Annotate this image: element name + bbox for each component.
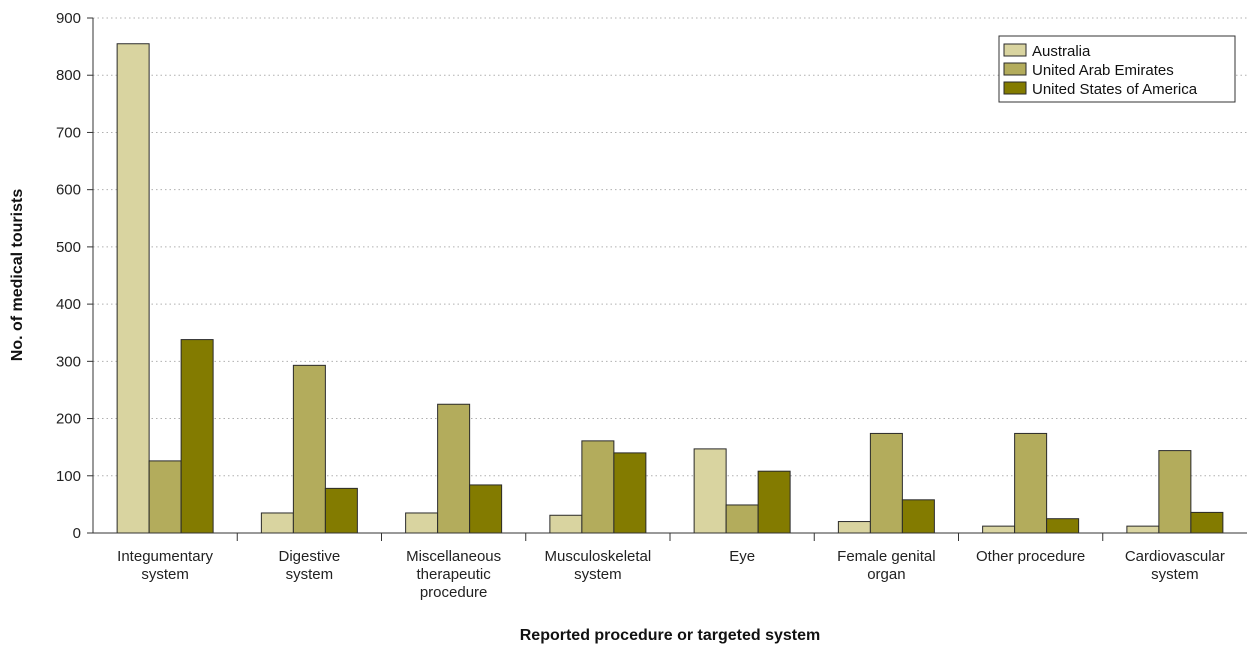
legend-swatch <box>1003 81 1027 95</box>
bar-australia <box>1126 525 1160 534</box>
bar-australia <box>982 525 1016 534</box>
bar-united-states-of-america <box>180 339 214 534</box>
x-axis-title: Reported procedure or targeted system <box>520 627 821 644</box>
bar-australia <box>693 448 727 534</box>
bar-united-states-of-america <box>1190 511 1224 534</box>
y-tick-label: 500 <box>56 239 81 256</box>
x-category-label: system <box>141 566 189 583</box>
x-category-label: system <box>574 566 622 583</box>
legend-label: Australia <box>1032 43 1091 60</box>
bar-united-arab-emirates <box>581 440 615 534</box>
gridlines <box>93 17 1247 477</box>
y-tick-label: 0 <box>73 525 81 542</box>
legend-label: United States of America <box>1032 81 1198 98</box>
bar-united-arab-emirates <box>148 460 182 534</box>
y-tick-label: 300 <box>56 353 81 370</box>
y-tick-label: 100 <box>56 468 81 485</box>
bar-united-arab-emirates <box>1158 450 1192 534</box>
labels: 0 100 200 300 400 500 600 700 800 900 Integumentar… <box>56 10 1225 601</box>
x-category-label: organ <box>867 566 905 583</box>
x-category-label: Cardiovascular <box>1125 548 1225 565</box>
y-tick-label: 400 <box>56 296 81 313</box>
y-tick-label: 800 <box>56 67 81 84</box>
x-category-label: therapeutic <box>417 566 492 583</box>
axes <box>87 17 1247 541</box>
x-category-label: Digestive <box>279 548 341 565</box>
bar-australia <box>405 512 439 534</box>
bar-united-states-of-america <box>469 484 503 534</box>
bar-australia <box>116 43 150 534</box>
bar-united-states-of-america <box>1046 518 1080 534</box>
bar-united-states-of-america <box>901 499 935 534</box>
bar-united-states-of-america <box>613 452 647 534</box>
bar-united-states-of-america <box>757 470 791 534</box>
x-category-label: system <box>286 566 334 583</box>
bar-australia <box>837 521 871 534</box>
bar-united-arab-emirates <box>869 432 903 534</box>
bars <box>116 43 1224 534</box>
legend-box <box>998 35 1236 103</box>
x-category-label: Other procedure <box>976 548 1085 565</box>
x-category-label: Eye <box>729 548 755 565</box>
bar-united-states-of-america <box>324 487 358 534</box>
y-tick-label: 200 <box>56 411 81 428</box>
y-tick-label: 900 <box>56 10 81 27</box>
x-category-label: Miscellaneous <box>406 548 501 565</box>
x-category-label: procedure <box>420 584 488 601</box>
legend-swatch <box>1003 43 1027 57</box>
legend: Australia United Arab Emirates United Stat… <box>998 35 1236 103</box>
x-category-label: Female genital <box>837 548 935 565</box>
y-axis-title: No. of medical tourists <box>9 189 26 362</box>
bar-australia <box>260 512 294 534</box>
y-tick-label: 700 <box>56 124 81 141</box>
bar-united-arab-emirates <box>1014 432 1048 534</box>
x-category-label: Integumentary <box>117 548 213 565</box>
legend-swatch <box>1003 62 1027 76</box>
x-category-label: system <box>1151 566 1199 583</box>
bar-united-arab-emirates <box>292 364 326 534</box>
bar-united-arab-emirates <box>725 504 759 534</box>
bar-united-arab-emirates <box>437 403 471 534</box>
bar-australia <box>549 514 583 534</box>
x-category-label: Musculoskeletal <box>545 548 652 565</box>
legend-label: United Arab Emirates <box>1032 62 1174 79</box>
y-tick-label: 600 <box>56 182 81 199</box>
